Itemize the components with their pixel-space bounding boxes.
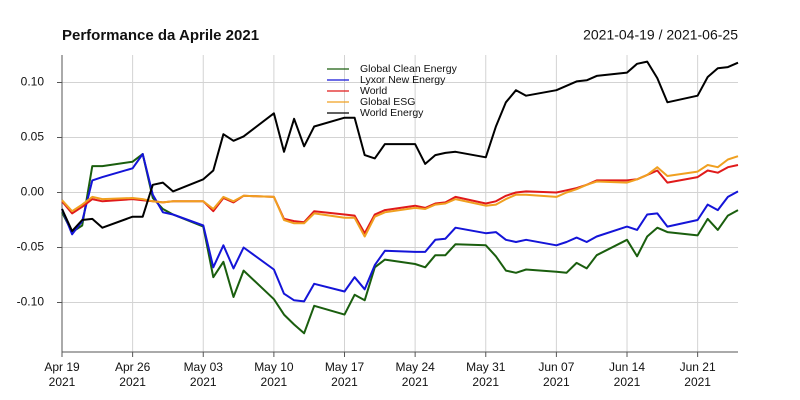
series-line [61,164,739,235]
x-tick-label: 2021 [119,375,146,389]
legend-label: Global ESG [360,96,415,108]
x-tick-label: 2021 [331,375,358,389]
series-line [61,155,739,238]
series-line [61,60,739,232]
x-tick-label: May 17 [325,360,365,374]
y-tick-label: 0.05 [21,130,45,144]
x-tick-label: Apr 26 [115,360,151,374]
x-tick-label: 2021 [402,375,429,389]
y-tick-label: 0.00 [21,185,45,199]
x-tick-label: 2021 [614,375,641,389]
legend-label: Lyxor New Energy [360,74,446,86]
y-tick-label: -0.10 [17,295,45,309]
x-tick-label: Apr 19 [44,360,80,374]
x-tick-label: 2021 [49,375,76,389]
legend-label: Global Clean Energy [360,63,458,75]
x-tick-label: 2021 [261,375,288,389]
series-line [61,153,739,335]
x-tick-label: 2021 [543,375,570,389]
x-tick-label: 2021 [472,375,499,389]
legend-label: World [360,85,387,97]
x-tick-label: Jun 14 [609,360,645,374]
x-tick-label: Jun 21 [680,360,716,374]
x-tick-label: May 10 [254,360,294,374]
x-tick-label: 2021 [190,375,217,389]
series-line [61,153,739,303]
chart-subtitle: 2021-04-19 / 2021-06-25 [583,27,738,43]
y-tick-label: -0.05 [17,240,45,254]
x-tick-label: Jun 07 [538,360,574,374]
legend-label: World Energy [360,107,424,119]
y-tick-label: 0.10 [21,75,45,89]
x-tick-label: May 03 [184,360,224,374]
x-tick-label: May 24 [395,360,435,374]
x-tick-label: May 31 [466,360,506,374]
x-tick-label: 2021 [684,375,711,389]
chart-title: Performance da Aprile 2021 [62,27,259,44]
